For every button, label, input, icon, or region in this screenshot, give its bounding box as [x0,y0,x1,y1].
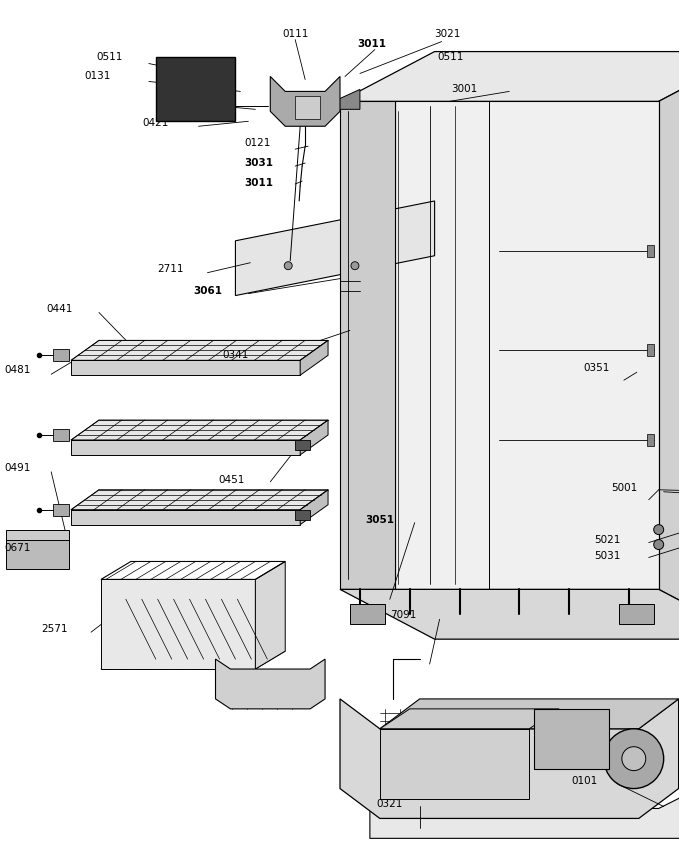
Polygon shape [300,340,328,375]
Text: 0671: 0671 [4,542,31,553]
Circle shape [653,540,664,549]
Text: 0101: 0101 [571,776,597,786]
Text: 3041: 3041 [158,96,188,107]
Circle shape [653,524,664,535]
Polygon shape [659,51,680,639]
Polygon shape [380,729,529,799]
Polygon shape [101,580,256,669]
Polygon shape [295,96,320,119]
Polygon shape [71,420,328,440]
Text: 0511: 0511 [438,51,464,62]
Text: 0491: 0491 [4,463,31,473]
Polygon shape [647,245,653,257]
Text: 0321: 0321 [377,799,403,810]
Text: 0511: 0511 [96,51,122,62]
Text: 0111: 0111 [282,29,308,39]
Polygon shape [6,529,69,544]
Polygon shape [619,604,653,624]
Text: 3011: 3011 [244,178,273,188]
Polygon shape [101,651,285,669]
Polygon shape [71,510,300,524]
Text: 0131: 0131 [84,71,110,82]
Text: 2571: 2571 [41,624,68,635]
Text: 0351: 0351 [583,364,609,373]
Text: 3001: 3001 [452,84,478,95]
Polygon shape [235,201,435,296]
Polygon shape [340,51,680,102]
Polygon shape [71,340,328,360]
Text: 0121: 0121 [244,138,271,148]
Polygon shape [295,440,310,450]
Polygon shape [270,76,340,126]
Polygon shape [340,699,679,819]
Circle shape [622,746,646,771]
Polygon shape [256,562,285,669]
Polygon shape [71,440,300,455]
Polygon shape [300,420,328,455]
Circle shape [543,711,599,766]
Polygon shape [370,788,680,838]
Polygon shape [53,349,69,361]
Text: 0341: 0341 [222,351,249,360]
Polygon shape [647,345,653,357]
Circle shape [604,729,664,788]
Text: 0421: 0421 [143,118,169,128]
Circle shape [188,110,197,118]
Circle shape [561,729,581,749]
Text: 0481: 0481 [4,365,31,375]
Polygon shape [340,589,680,639]
Polygon shape [340,102,395,589]
Polygon shape [53,503,69,516]
Polygon shape [216,659,325,709]
Text: 3031: 3031 [244,158,273,168]
Text: D501: D501 [235,677,263,687]
Circle shape [284,262,292,270]
Polygon shape [395,102,659,589]
Text: 3011: 3011 [357,38,386,49]
Polygon shape [534,709,609,769]
Polygon shape [647,434,653,446]
Circle shape [351,262,359,270]
Text: 5001: 5001 [611,483,637,493]
Text: 3061: 3061 [194,286,222,296]
Text: 5031: 5031 [594,550,620,561]
Polygon shape [380,699,679,729]
Polygon shape [6,540,69,569]
Polygon shape [300,490,328,524]
Polygon shape [71,360,300,375]
Polygon shape [71,490,328,510]
Text: 3051: 3051 [365,515,394,524]
Text: 7091: 7091 [390,610,416,621]
Polygon shape [53,429,69,441]
Polygon shape [295,510,310,520]
Text: 0441: 0441 [46,304,73,313]
Text: 0451: 0451 [218,475,245,485]
Text: 2711: 2711 [158,264,184,273]
Text: 5021: 5021 [594,535,620,544]
Polygon shape [156,56,235,122]
Polygon shape [380,709,559,729]
Polygon shape [350,604,385,624]
Polygon shape [338,89,360,109]
Text: 3021: 3021 [435,29,461,39]
